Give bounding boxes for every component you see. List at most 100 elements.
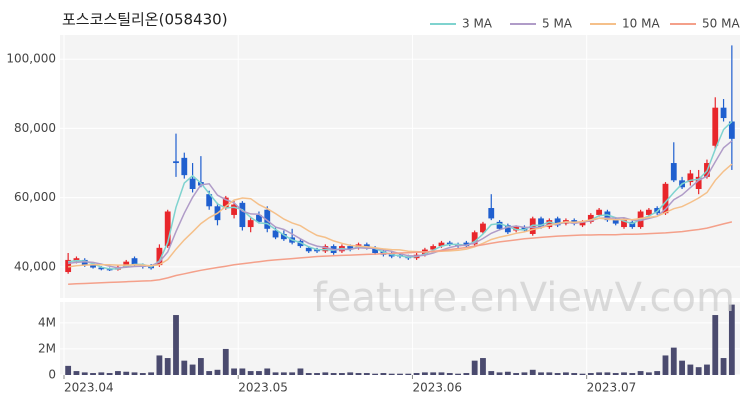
y-tick-label: 80,000	[14, 121, 56, 135]
volume-bar	[339, 373, 345, 375]
volume-bar	[289, 372, 296, 375]
volume-bar	[645, 372, 652, 375]
candle-body	[65, 259, 72, 273]
volume-bar	[513, 373, 520, 375]
candle-body	[131, 258, 138, 266]
candle-body	[123, 261, 130, 267]
volume-bar	[330, 373, 337, 375]
watermark: feature.enViewV.com	[313, 275, 735, 321]
candle-body	[529, 218, 536, 234]
volume-bar	[687, 364, 694, 375]
volume-bar	[704, 364, 710, 375]
volume-bar	[612, 373, 619, 375]
candle-body	[621, 220, 627, 228]
candle-body	[272, 230, 279, 238]
candle-body	[546, 220, 553, 228]
x-tick-label: 2023.07	[587, 381, 637, 395]
candle-body	[480, 223, 486, 233]
candle-body	[305, 247, 312, 252]
volume-bar	[206, 371, 213, 375]
volume-bar	[197, 358, 204, 375]
candle-body	[587, 214, 594, 222]
candle-body	[496, 221, 503, 229]
volume-bar	[587, 373, 594, 375]
candle-body	[596, 209, 603, 215]
candle-body	[579, 221, 586, 226]
volume-bar	[529, 369, 536, 375]
ma-line	[68, 221, 733, 285]
x-tick-label: 2023.04	[64, 381, 114, 395]
volume-bar	[131, 372, 138, 375]
volume-bar	[430, 372, 437, 375]
volume-bar	[421, 372, 428, 375]
volume-bar	[695, 367, 702, 375]
y-tick-label: 100,000	[6, 52, 56, 66]
volume-bar	[73, 371, 80, 375]
candle-body	[695, 176, 702, 189]
volume-bar	[546, 372, 553, 375]
candle-body	[554, 218, 561, 226]
candle-body	[347, 246, 354, 250]
candle-body	[670, 163, 677, 181]
volume-bar	[372, 373, 379, 375]
volume-bar	[720, 358, 727, 375]
volume-bar	[347, 372, 354, 375]
candle-body	[612, 220, 619, 224]
volume-bar	[247, 371, 254, 375]
volume-bar	[98, 372, 105, 375]
volume-bar	[363, 373, 370, 375]
volume-bar	[496, 372, 503, 375]
volume-bar	[272, 372, 279, 375]
volume-bar	[728, 304, 735, 375]
candle-body	[430, 246, 437, 250]
volume-bar	[90, 373, 96, 375]
candle-body	[206, 194, 213, 207]
volume-bar	[397, 373, 403, 375]
volume-bar	[405, 373, 412, 375]
y-tick-label: 2M	[38, 341, 56, 355]
y-tick-label: 40,000	[14, 259, 56, 273]
volume-bar	[314, 373, 320, 375]
volume-bar	[305, 373, 312, 375]
volume-bar	[563, 372, 569, 375]
volume-bar	[115, 371, 121, 375]
volume-bar	[712, 315, 719, 375]
volume-bar	[654, 371, 661, 375]
volume-bar	[148, 372, 155, 375]
candle-body	[322, 246, 329, 252]
volume-bar	[164, 358, 171, 375]
candle-body	[488, 208, 495, 219]
candle-body	[629, 221, 636, 228]
candle-body	[604, 211, 611, 221]
ma-line	[68, 163, 733, 268]
volume-bar	[139, 373, 146, 375]
legend: 3 MA 5 MA 10 MA 50 MA	[430, 17, 740, 31]
candle-body	[239, 202, 246, 228]
volume-bar	[214, 369, 221, 375]
legend-label: 5 MA	[542, 17, 573, 31]
chart-title: 포스코스틸리온(058430)	[62, 11, 228, 29]
volume-bar	[239, 368, 246, 375]
candle-body	[662, 183, 669, 214]
y-tick-label: 60,000	[14, 190, 56, 204]
volume-bar	[231, 368, 237, 375]
volume-bar	[596, 372, 603, 375]
candle-body	[222, 197, 229, 209]
volume-bar	[554, 373, 561, 375]
candle-body	[156, 247, 163, 266]
candle-body	[720, 107, 727, 119]
volume-bar	[621, 372, 627, 375]
volume-bar	[521, 372, 528, 375]
volume-bar	[181, 360, 188, 375]
volume-bar	[471, 360, 478, 375]
x-tick-label: 2023.06	[412, 381, 462, 395]
candle-body	[173, 161, 179, 164]
volume-bar	[81, 372, 88, 375]
volume-bar	[538, 372, 544, 375]
candle-body	[372, 247, 379, 254]
legend-label: 50 MA	[702, 17, 740, 31]
volume-bar	[480, 358, 486, 375]
volume-bar	[264, 368, 271, 375]
y-tick-label: 0	[48, 368, 56, 382]
